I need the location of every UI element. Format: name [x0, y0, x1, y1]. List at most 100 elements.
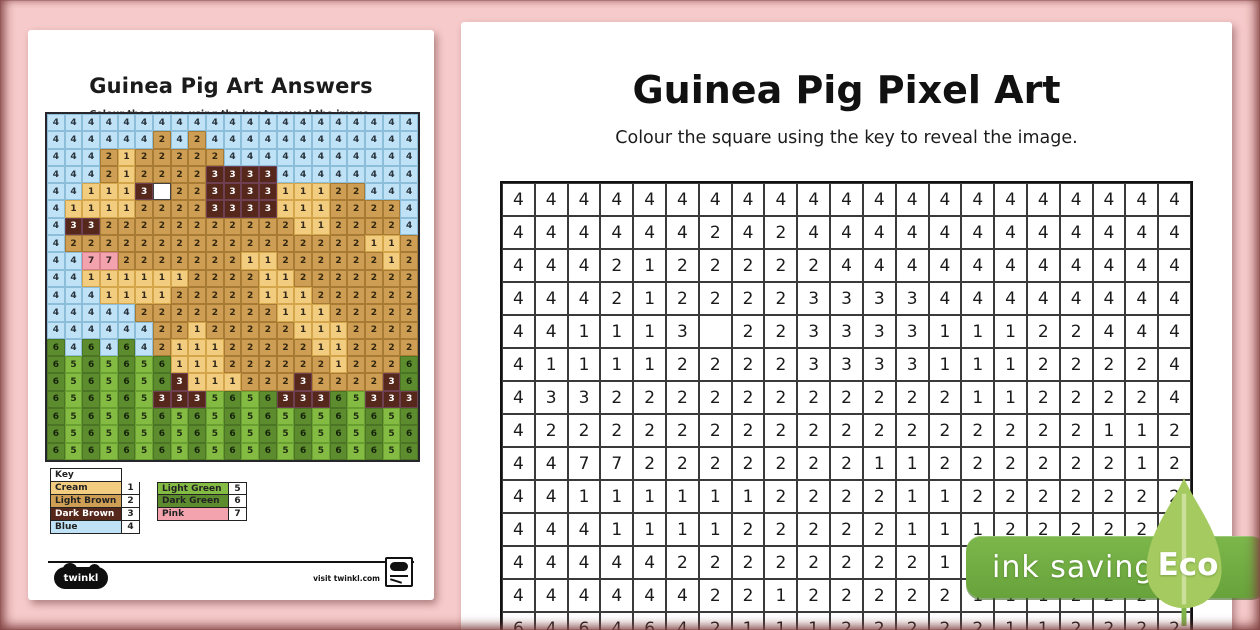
grid-cell: 4 [502, 282, 535, 315]
grid-cell: 4 [534, 612, 568, 630]
grid-cell: 2 [797, 513, 831, 546]
grid-cell: 2 [241, 304, 259, 322]
grid-cell: 4 [82, 304, 100, 322]
grid-cell: 2 [534, 414, 568, 447]
grid-cell: 4 [400, 217, 418, 236]
grid-cell: 1 [994, 348, 1027, 381]
grid-cell: 4 [64, 286, 83, 305]
grid-cell: 6 [82, 425, 100, 443]
grid-cell: 4 [241, 148, 259, 166]
qr-blob [390, 562, 408, 571]
grid-cell: 5 [64, 356, 83, 374]
grid-cell: 1 [994, 381, 1027, 414]
grid-cell: 3 [567, 381, 601, 414]
grid-cell: 1 [276, 304, 295, 322]
grid-cell: 1 [294, 321, 312, 339]
grid-cell: 3 [276, 390, 295, 409]
grid-cell: 2 [258, 338, 277, 357]
grid-cell: 4 [241, 131, 259, 149]
grid-cell: 2 [152, 338, 171, 357]
grid-cell: 5 [382, 442, 401, 460]
grid-cell: 1 [276, 286, 295, 305]
visit-twinkl-link[interactable]: visit twinkl.com [313, 574, 380, 583]
grid-cell: 4 [170, 131, 189, 149]
grid-cell: 4 [666, 216, 699, 249]
grid-cell: 4 [1125, 315, 1159, 348]
grid-cell: 4 [47, 235, 65, 253]
grid-cell: 2 [188, 217, 206, 236]
grid-cell: 2 [223, 269, 242, 287]
grid-cell: 2 [223, 321, 242, 339]
grid-cell: 1 [311, 217, 330, 236]
key-header: Key [50, 468, 122, 482]
grid-cell: 2 [1026, 414, 1060, 447]
key-colour-number: 1 [122, 482, 140, 495]
grid-cell: 2 [600, 414, 634, 447]
grid-cell: 2 [223, 356, 242, 374]
worksheet-page-subtitle: Colour the square using the key to revea… [615, 128, 1078, 148]
grid-cell: 6 [117, 373, 136, 391]
grid-cell: 2 [797, 447, 831, 480]
grid-cell: 1 [276, 183, 295, 201]
grid-cell: 4 [502, 183, 535, 216]
grid-cell: 2 [99, 217, 118, 236]
grid-cell: 4 [241, 114, 259, 132]
grid-cell: 2 [698, 348, 732, 381]
grid-cell: 1 [188, 321, 206, 339]
grid-cell: 1 [633, 513, 667, 546]
grid-cell: 2 [764, 282, 798, 315]
grid-cell: 4 [276, 148, 295, 166]
grid-cell: 2 [382, 321, 401, 339]
grid-cell: 4 [258, 114, 277, 132]
grid-cell: 2 [311, 286, 330, 305]
grid-cell: 6 [400, 373, 418, 391]
grid-cell: 4 [223, 114, 242, 132]
grid-cell: 7 [600, 447, 634, 480]
grid-cell: 4 [47, 183, 65, 201]
grid-cell: 4 [797, 216, 831, 249]
grid-cell: 2 [961, 447, 995, 480]
grid-cell: 5 [99, 408, 118, 426]
grid-cell: 2 [862, 612, 896, 630]
grid-cell: 4 [47, 148, 65, 166]
grid-cell: 4 [329, 114, 348, 132]
grid-cell: 3 [258, 183, 277, 201]
grid-cell: 4 [1092, 183, 1126, 216]
grid-cell: 2 [170, 286, 189, 305]
grid-cell: 4 [1059, 183, 1093, 216]
grid-cell: 4 [117, 114, 136, 132]
grid-cell: 6 [329, 425, 348, 443]
grid-cell: 4 [534, 249, 568, 282]
grid-cell: 4 [534, 480, 568, 513]
grid-cell: 4 [364, 165, 383, 184]
grid-cell: 2 [797, 480, 831, 513]
grid-cell: 2 [1092, 480, 1126, 513]
grid-cell: 4 [82, 131, 100, 149]
grid-cell: 4 [600, 183, 634, 216]
grid-cell: 2 [258, 304, 277, 322]
grid-cell: 1 [567, 480, 601, 513]
grid-cell: 3 [830, 315, 863, 348]
grid-cell: 1 [633, 348, 667, 381]
grid-cell: 4 [135, 114, 153, 132]
grid-cell: 4 [276, 114, 295, 132]
grid-cell: 4 [600, 546, 634, 579]
grid-cell: 3 [241, 183, 259, 201]
grid-cell: 5 [170, 408, 189, 426]
grid-cell: 3 [294, 373, 312, 391]
grid-cell: 2 [364, 200, 383, 218]
grid-cell: 2 [666, 447, 699, 480]
grid-cell: 1 [928, 480, 962, 513]
grid-cell: 4 [347, 148, 365, 166]
grid-cell: 2 [666, 348, 699, 381]
grid-cell: 2 [152, 235, 171, 253]
grid-cell: 4 [205, 131, 224, 149]
grid-cell: 2 [1125, 381, 1159, 414]
grid-cell: 3 [895, 348, 929, 381]
grid-cell: 2 [1059, 447, 1093, 480]
grid-cell: 2 [764, 513, 798, 546]
grid-cell: 2 [830, 612, 863, 630]
grid-cell: 1 [117, 148, 136, 166]
worksheet-page: Guinea Pig Pixel Art Colour the square u… [461, 22, 1232, 630]
grid-cell: 2 [347, 286, 365, 305]
